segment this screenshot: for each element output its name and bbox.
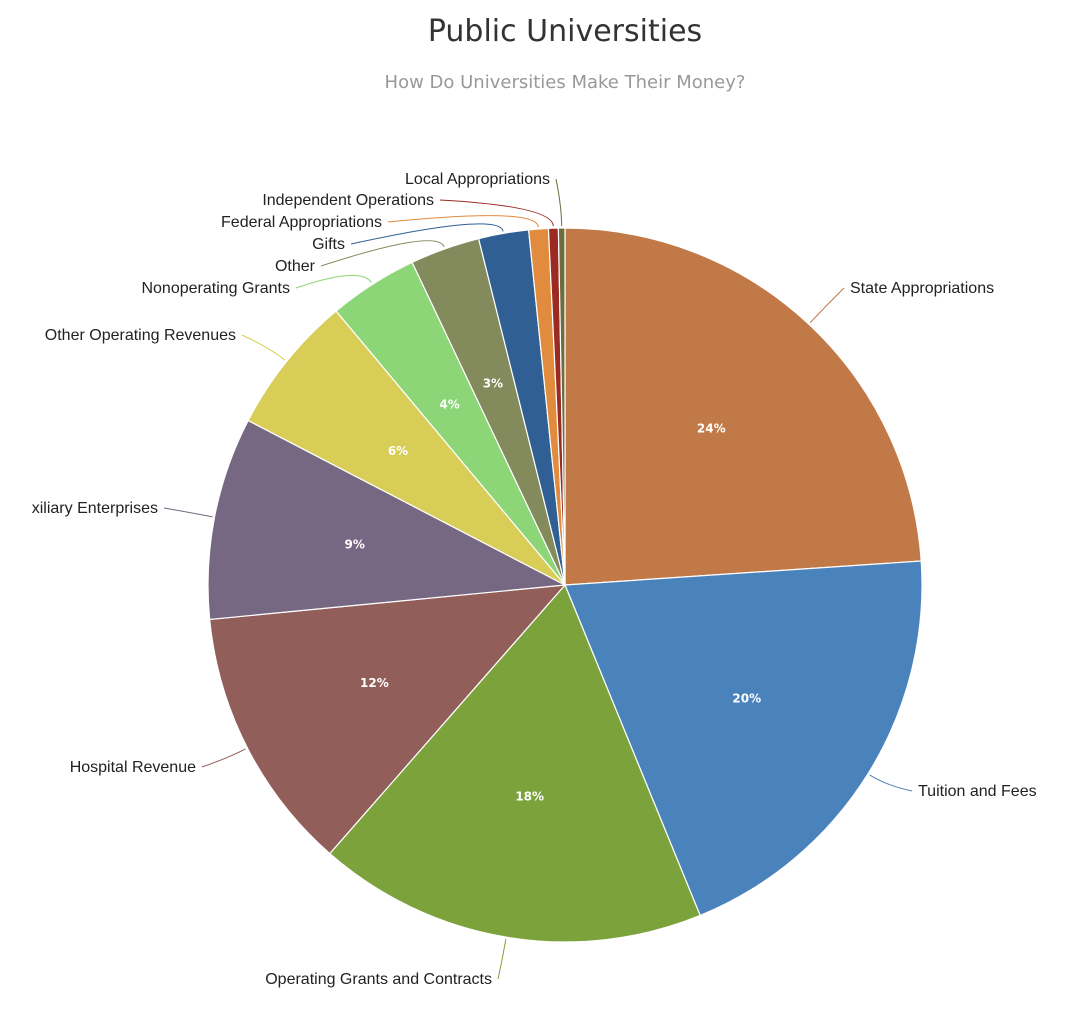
leader-line-independent-operations bbox=[439, 199, 554, 227]
leader-line-xiliary-enterprises bbox=[163, 507, 213, 518]
leader-line-other-operating-revenues bbox=[241, 334, 286, 361]
leader-line-gifts bbox=[350, 223, 504, 245]
percent-label-hospital-revenue: 12% bbox=[360, 676, 389, 690]
leader-line-operating-grants-and-contracts bbox=[497, 939, 507, 980]
pie-slice-state-appropriations[interactable] bbox=[564, 227, 922, 586]
leader-line-nonoperating-grants bbox=[295, 274, 372, 289]
chart-subtitle: How Do Universities Make Their Money? bbox=[384, 72, 746, 93]
chart-title: Public Universities bbox=[427, 14, 703, 49]
percent-label-tuition-and-fees: 20% bbox=[732, 691, 761, 705]
category-label-other-operating-revenues: Other Operating Revenues bbox=[45, 327, 236, 344]
category-label-xiliary-enterprises: xiliary Enterprises bbox=[32, 500, 158, 517]
percent-label-operating-grants-and-contracts: 18% bbox=[515, 789, 544, 803]
category-label-state-appropriations: State Appropriations bbox=[850, 280, 994, 297]
leader-line-state-appropriations bbox=[809, 287, 845, 324]
category-label-independent-operations: Independent Operations bbox=[262, 192, 434, 209]
leader-line-tuition-and-fees bbox=[869, 774, 913, 792]
category-label-local-appropriations: Local Appropriations bbox=[405, 171, 550, 188]
leader-line-federal-appropriations bbox=[387, 215, 539, 228]
pie-slice-other-operating-revenues[interactable] bbox=[247, 310, 566, 586]
category-label-hospital-revenue: Hospital Revenue bbox=[70, 759, 196, 776]
leader-line-other bbox=[320, 240, 445, 267]
pie-slice-hospital-revenue[interactable] bbox=[209, 584, 567, 855]
category-label-gifts: Gifts bbox=[312, 236, 345, 253]
leader-lines-layer bbox=[163, 178, 913, 980]
category-label-operating-grants-and-contracts: Operating Grants and Contracts bbox=[265, 971, 492, 988]
slices-layer bbox=[207, 227, 923, 943]
pie-slice-xiliary-enterprises[interactable] bbox=[207, 419, 568, 621]
percent-label-other: 3% bbox=[483, 376, 503, 390]
pie-slice-operating-grants-and-contracts[interactable] bbox=[328, 583, 701, 943]
percent-labels-layer: 24% 20% 18% 12% 9% 6% 4% 3% bbox=[345, 376, 762, 803]
leader-line-local-appropriations bbox=[555, 178, 563, 227]
leader-line-hospital-revenue bbox=[201, 748, 246, 768]
category-label-other: Other bbox=[275, 258, 316, 275]
category-label-federal-appropriations: Federal Appropriations bbox=[221, 214, 382, 231]
pie-slice-tuition-and-fees[interactable] bbox=[564, 560, 923, 917]
category-label-nonoperating-grants: Nonoperating Grants bbox=[141, 280, 290, 297]
percent-label-xiliary-enterprises: 9% bbox=[345, 537, 365, 551]
pie-slice-local-appropriations[interactable] bbox=[557, 227, 566, 586]
percent-label-other-operating-revenues: 6% bbox=[388, 444, 408, 458]
category-label-tuition-and-fees: Tuition and Fees bbox=[918, 783, 1037, 800]
percent-label-nonoperating-grants: 4% bbox=[439, 398, 459, 412]
percent-label-state-appropriations: 24% bbox=[697, 422, 726, 436]
category-labels-layer: State Appropriations Tuition and Fees Oper… bbox=[32, 171, 1037, 988]
